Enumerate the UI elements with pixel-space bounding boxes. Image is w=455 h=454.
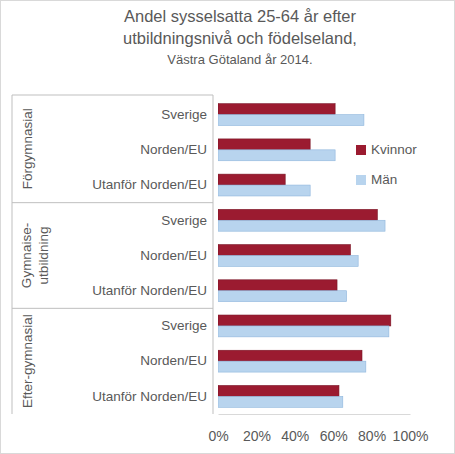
tick: 0% xyxy=(208,414,228,444)
bar xyxy=(218,220,385,231)
tick-label: 0% xyxy=(208,428,228,444)
bar xyxy=(218,280,337,291)
tick: 80% xyxy=(358,414,386,444)
tick: Utanför Norden/EU xyxy=(92,283,213,298)
legend-label: Kvinnor xyxy=(371,142,417,157)
tick-label: 80% xyxy=(358,428,386,444)
bar xyxy=(218,315,391,326)
table-line xyxy=(12,95,13,414)
tick: 100% xyxy=(393,414,429,444)
axis-line xyxy=(213,95,214,414)
bar xyxy=(218,139,310,150)
tick: Norden/EU xyxy=(140,142,213,157)
tick: Sverige xyxy=(161,213,213,228)
y-axis: Sverige Norden/EU Utanför Norden/EU Sverige… xyxy=(92,95,213,414)
tick-label: Utanför Norden/EU xyxy=(92,283,207,298)
tick: Sverige xyxy=(161,107,213,122)
group-label: Gymnaise- xyxy=(19,223,34,288)
subtitle: Västra Götaland år 2014. xyxy=(167,52,312,67)
bars xyxy=(218,104,391,408)
chart: Andel sysselsatta 25-64 år efter utbildni… xyxy=(0,0,455,454)
tick-label: Norden/EU xyxy=(140,142,207,157)
title: utbildningsnivå och födelseland, xyxy=(123,29,357,47)
x-axis: 0% 20% 40% 60% 80% 100% xyxy=(208,414,428,444)
tick: Norden/EU xyxy=(140,353,213,368)
tick: Sverige xyxy=(161,318,213,333)
table-line xyxy=(12,308,213,309)
legend-swatch xyxy=(356,145,366,155)
tick-label: Sverige xyxy=(161,213,207,228)
tick-label: Utanför Norden/EU xyxy=(92,177,207,192)
tick: 40% xyxy=(281,414,309,444)
bar xyxy=(218,291,347,302)
tick: Utanför Norden/EU xyxy=(92,177,213,192)
tick-label: Utanför Norden/EU xyxy=(92,389,207,404)
group-label: utbildning xyxy=(36,227,51,285)
bar xyxy=(218,245,350,256)
tick: 20% xyxy=(243,414,271,444)
legend: Kvinnor Män xyxy=(356,142,417,187)
bar xyxy=(218,361,366,372)
tick-label: 20% xyxy=(243,428,271,444)
bar xyxy=(218,385,339,396)
bar xyxy=(218,350,362,361)
bar xyxy=(218,104,335,115)
tick-label: 40% xyxy=(281,428,309,444)
tick-label: Norden/EU xyxy=(140,353,207,368)
bar xyxy=(218,174,285,185)
group-label: Efter-gymnasial xyxy=(20,314,35,408)
legend-swatch xyxy=(356,175,366,185)
bar xyxy=(218,209,377,220)
tick-label: Norden/EU xyxy=(140,248,207,263)
bar xyxy=(218,326,389,337)
tick-label: 60% xyxy=(320,428,348,444)
title: Andel sysselsatta 25-64 år efter xyxy=(124,7,357,25)
table-line xyxy=(12,95,213,96)
category-table xyxy=(12,95,213,414)
background xyxy=(1,1,455,454)
bar xyxy=(218,115,364,126)
tick-label: 100% xyxy=(393,428,429,444)
tick: Utanför Norden/EU xyxy=(92,389,213,404)
tick: 60% xyxy=(320,414,348,444)
table-line xyxy=(12,202,213,203)
axis-line xyxy=(219,414,411,415)
bar xyxy=(218,396,343,407)
legend-label: Män xyxy=(371,172,397,187)
group-label: Förgymnasial xyxy=(20,108,35,189)
bar xyxy=(218,256,358,267)
bar xyxy=(218,185,310,196)
bar xyxy=(218,150,335,161)
tick: Norden/EU xyxy=(140,248,213,263)
tick-label: Sverige xyxy=(161,318,207,333)
tick-label: Sverige xyxy=(161,107,207,122)
